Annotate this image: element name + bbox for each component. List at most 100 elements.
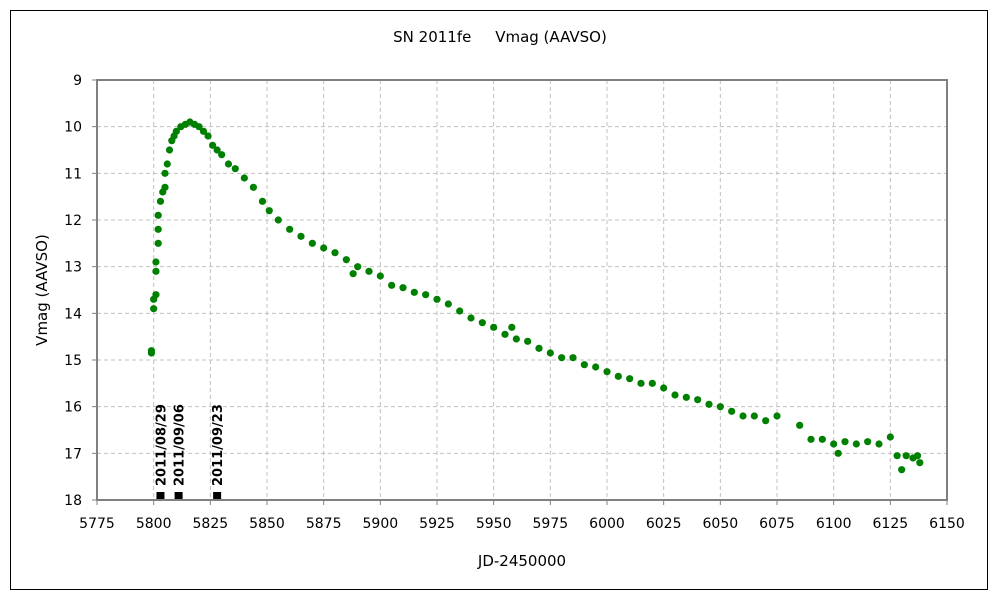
data-point [154,239,162,247]
x-tick-label: 6000 [589,516,625,532]
data-point [456,307,464,315]
y-tick-label: 16 [64,400,82,416]
x-tick-label: 5850 [249,516,285,532]
data-point [546,349,554,357]
data-point [796,421,804,429]
x-tick-label: 6100 [816,516,852,532]
y-tick-label: 13 [64,260,82,276]
data-point [893,452,901,460]
chart-title: SN 2011fe Vmag (AAVSO) [393,28,607,46]
data-point [209,141,217,149]
data-point [834,449,842,457]
data-point [161,169,169,177]
data-point [399,284,407,292]
y-tick-label: 17 [64,446,82,462]
data-point [508,323,516,331]
data-point [841,438,849,446]
data-point [154,225,162,233]
data-point [762,417,770,425]
y-tick-label: 10 [64,120,82,136]
x-tick-label: 5800 [136,516,172,532]
plot-area [96,79,948,501]
x-tick-label: 6150 [929,516,965,532]
data-point [161,183,169,191]
data-point [349,270,357,278]
data-point [705,400,713,408]
data-point [478,319,486,327]
data-point [716,403,724,411]
data-point [875,440,883,448]
data-point [660,384,668,392]
data-point [558,354,566,362]
x-tick-label: 5975 [533,516,569,532]
data-point [524,337,532,345]
data-point [258,197,267,205]
data-point [231,165,239,173]
data-point [902,452,910,460]
data-point [308,239,316,247]
data-point [913,452,922,460]
y-axis-label: Vmag (AAVSO) [33,234,51,346]
data-point [773,412,781,420]
data-point [637,379,645,387]
data-point [422,291,430,299]
x-tick-label: 5950 [476,516,512,532]
data-point [365,267,373,275]
date-marker [174,492,183,499]
x-tick-label: 5925 [419,516,455,532]
data-point [818,435,826,443]
chart-frame [10,10,988,590]
data-point [172,127,180,135]
data-point [388,281,396,289]
x-tick-label: 5900 [363,516,399,532]
data-point [886,433,894,441]
x-tick-label: 6050 [703,516,739,532]
y-tick-label: 9 [73,73,82,89]
data-point [444,300,452,308]
x-tick-label: 6075 [759,516,795,532]
data-point [156,197,165,205]
data-point [898,466,906,474]
data-point [218,151,226,159]
y-tick-label: 15 [64,353,82,369]
data-point [648,379,656,387]
data-point [490,323,498,331]
data-point [535,344,543,352]
y-tick-label: 18 [64,493,82,509]
data-point [512,335,520,343]
date-label: 2011/09/06 [173,404,188,486]
y-tick-label: 12 [64,213,82,229]
date-marker [156,492,165,499]
data-point [213,146,221,154]
data-point [152,267,160,275]
x-axis-label: JD-2450000 [477,552,566,570]
date-label: 2011/08/29 [154,404,169,486]
data-point [830,440,838,448]
data-point [274,216,282,224]
data-point [286,225,294,233]
data-point [240,174,248,182]
data-point [864,438,872,446]
data-point [376,272,384,280]
data-point [331,249,339,257]
data-point [320,244,328,252]
y-tick-label: 11 [64,166,82,182]
x-tick-label: 5775 [79,516,115,532]
x-tick-label: 5875 [306,516,342,532]
data-point [265,207,273,215]
data-point [150,305,158,313]
data-point [614,372,622,380]
data-point [592,363,600,371]
data-point [224,160,233,168]
x-tick-label: 5825 [193,516,229,532]
data-point [682,393,690,401]
data-point [467,314,475,322]
data-point [204,132,212,140]
data-point [626,375,634,383]
data-point [916,459,924,467]
data-point [671,391,679,399]
data-point [852,440,860,448]
data-point [433,295,441,303]
